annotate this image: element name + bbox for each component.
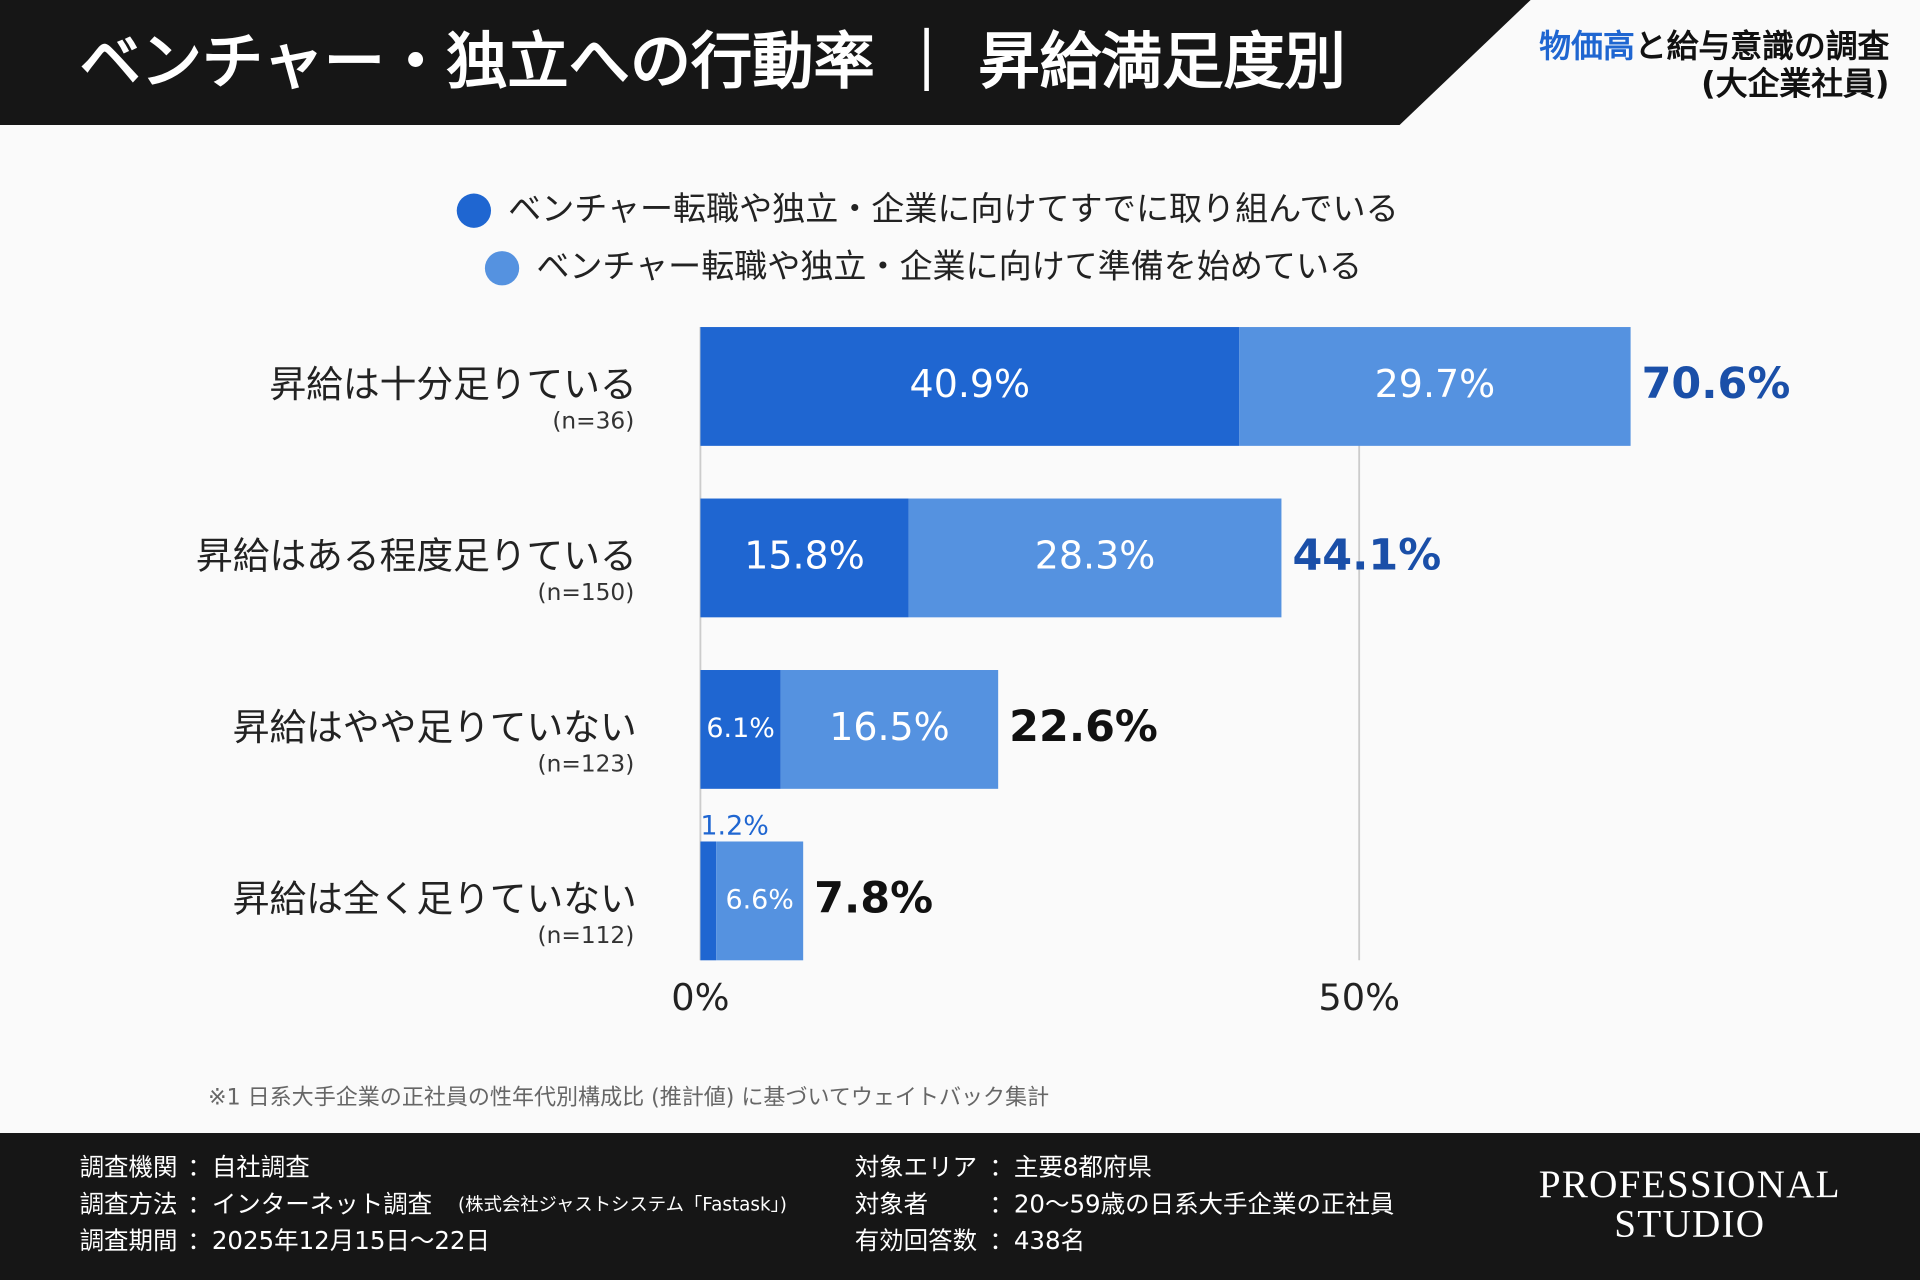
category-label: 昇給はやや足りていない	[233, 706, 637, 749]
footer-value: ：2025年12月15日〜22日	[187, 1226, 490, 1255]
value-label: 15.8%	[744, 533, 865, 577]
footer-label: 対象エリア	[855, 1153, 977, 1182]
footnote: ※1 日系大手企業の正社員の性年代別構成比 (推計値) に基づいてウェイトバック…	[208, 1086, 1049, 1111]
total-label: 44.1%	[1292, 530, 1441, 580]
logo-text: STUDIO	[1614, 1202, 1765, 1245]
survey-subtag: (大企業社員)	[1701, 65, 1889, 103]
footer-label: 調査機関	[80, 1153, 178, 1182]
category-note: (n=112)	[538, 922, 635, 949]
total-label: 7.8%	[814, 873, 933, 923]
survey-tag-highlight: 物価高	[1539, 27, 1634, 65]
footer-value: ：インターネット調査	[187, 1189, 432, 1218]
legend-label: ベンチャー転職や独立・企業に向けてすでに取り組んでいる	[508, 189, 1398, 228]
category-note: (n=150)	[538, 579, 635, 606]
total-label: 70.6%	[1642, 359, 1791, 409]
category-label: 昇給はある程度足りている	[196, 534, 637, 577]
category-note: (n=123)	[538, 750, 635, 777]
bar-segment	[908, 498, 1282, 618]
value-label: 29.7%	[1375, 362, 1496, 406]
value-label: 6.6%	[725, 884, 793, 915]
logo-text: PROFESSIONAL	[1539, 1163, 1841, 1206]
bar-segment	[700, 841, 717, 961]
x-tick-label: 0%	[671, 976, 729, 1019]
header-band	[0, 0, 1531, 125]
value-label: 40.9%	[910, 362, 1031, 406]
footer-label: 対象者	[855, 1189, 928, 1218]
legend-label: ベンチャー転職や独立・企業に向けて準備を始めている	[536, 247, 1362, 286]
category-label: 昇給は全く足りていない	[233, 877, 637, 920]
value-label: 16.5%	[829, 705, 950, 749]
x-tick-label: 50%	[1318, 976, 1400, 1019]
value-label: 28.3%	[1035, 533, 1156, 577]
footer-band	[0, 1133, 1920, 1280]
footer-note: (株式会社ジャストシステム「Fastask」)	[458, 1194, 787, 1215]
bar-segment	[780, 670, 999, 789]
page-title: ベンチャー・独立への行動率 ｜ 昇給満足度別	[80, 27, 1346, 98]
bar-segment	[1239, 327, 1631, 446]
legend-marker	[456, 193, 492, 228]
footer-value: ：主要8都府県	[989, 1153, 1151, 1182]
footer-label: 有効回答数	[855, 1226, 977, 1255]
footer-value: ：20〜59歳の日系大手企業の正社員	[989, 1189, 1394, 1218]
bar-segment	[716, 841, 804, 961]
bar-segment	[700, 670, 781, 789]
legend-marker	[484, 251, 520, 286]
category-label: 昇給は十分足りている	[269, 363, 636, 406]
bar-segment	[700, 498, 909, 618]
footer-value: ：自社調査	[187, 1153, 309, 1182]
footer-label: 調査方法	[80, 1189, 178, 1218]
footer-label: 調査期間	[80, 1226, 178, 1255]
total-label: 22.6%	[1009, 702, 1158, 752]
value-label: 1.2%	[700, 810, 768, 841]
survey-tag-rest: と給与意識の調査	[1635, 27, 1890, 65]
category-note: (n=36)	[552, 407, 634, 434]
survey-tag: 物価高と給与意識の調査	[1539, 27, 1889, 65]
footer-value: ：438名	[989, 1226, 1085, 1255]
bar-segment	[700, 327, 1240, 446]
value-label: 6.1%	[706, 713, 774, 744]
